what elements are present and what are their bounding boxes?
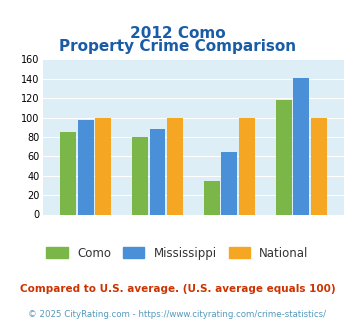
Text: 2012 Como: 2012 Como [130, 26, 225, 41]
Legend: Como, Mississippi, National: Como, Mississippi, National [42, 242, 313, 264]
Bar [276, 100, 291, 214]
Bar [311, 117, 327, 214]
Bar [167, 117, 183, 214]
Bar [95, 117, 111, 214]
Bar [132, 137, 148, 214]
Bar [222, 152, 237, 214]
Text: © 2025 CityRating.com - https://www.cityrating.com/crime-statistics/: © 2025 CityRating.com - https://www.city… [28, 310, 327, 319]
Text: Compared to U.S. average. (U.S. average equals 100): Compared to U.S. average. (U.S. average … [20, 284, 335, 294]
Bar [293, 78, 309, 214]
Bar [204, 181, 220, 214]
Text: Property Crime Comparison: Property Crime Comparison [59, 40, 296, 54]
Bar [150, 129, 165, 214]
Bar [239, 117, 255, 214]
Bar [78, 119, 94, 214]
Bar [60, 132, 76, 214]
